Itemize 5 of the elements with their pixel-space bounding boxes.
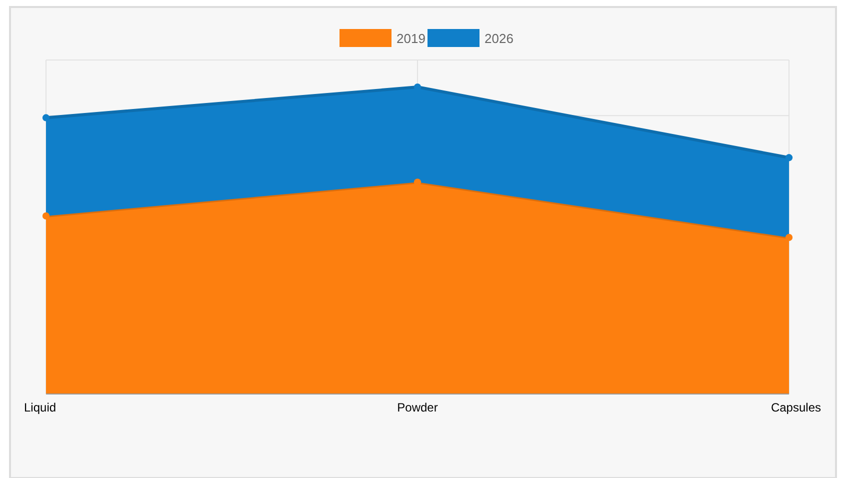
x-tick-label: Liquid xyxy=(24,400,56,414)
legend-label: 2026 xyxy=(484,31,514,46)
x-tick-label: Capsules xyxy=(770,400,821,414)
legend-label: 2019 xyxy=(396,31,426,46)
x-tick-label: Powder xyxy=(397,400,438,414)
